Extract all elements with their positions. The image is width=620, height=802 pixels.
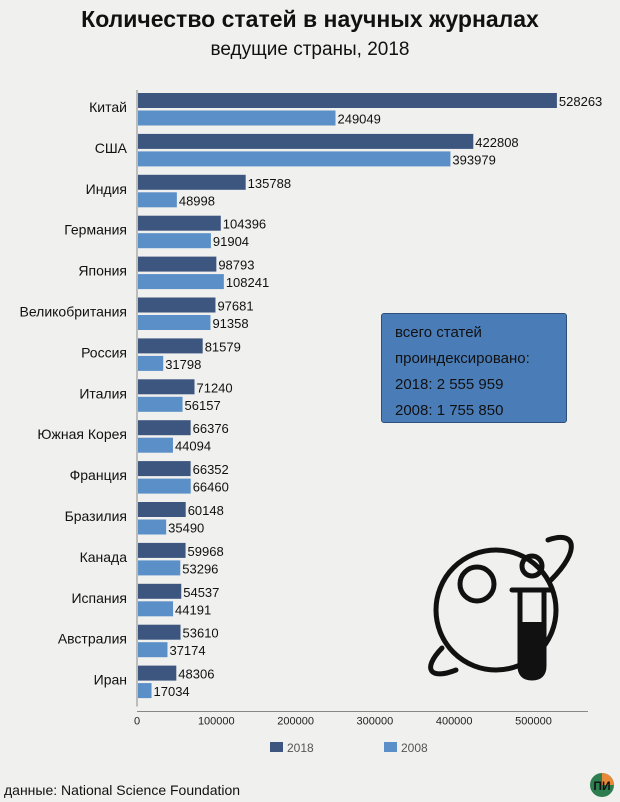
category-label: Великобритания (19, 304, 127, 320)
x-tick-label: 300000 (357, 716, 394, 728)
info-line-2: проиндексировано: (395, 350, 530, 367)
category-label: Германия (64, 222, 127, 238)
category-label: Франция (70, 467, 127, 483)
category-label: Италия (79, 385, 127, 401)
value-label: 48998 (179, 193, 215, 208)
bar-2008 (138, 233, 211, 249)
bar-2018 (138, 133, 474, 149)
bar-2018 (138, 583, 182, 599)
x-tick-label: 100000 (198, 716, 235, 728)
bar-2018 (138, 256, 217, 272)
bar-2008 (138, 355, 164, 371)
legend-swatch-2008 (384, 742, 397, 752)
category-label: Бразилия (65, 508, 127, 524)
value-label: 17034 (154, 684, 190, 699)
value-label: 135788 (248, 176, 291, 191)
bar-2008 (138, 151, 451, 167)
value-label: 108241 (226, 275, 269, 290)
svg-text:ПИ: ПИ (593, 779, 610, 793)
category-label: США (95, 140, 128, 156)
bar-2018 (138, 174, 246, 190)
value-label: 98793 (218, 258, 254, 273)
legend-label-2018: 2018 (287, 741, 314, 755)
bar-2008 (138, 110, 336, 126)
value-label: 60148 (188, 503, 224, 518)
bar-2018 (138, 93, 557, 108)
category-label: Австралия (58, 631, 127, 647)
value-label: 393979 (452, 152, 495, 167)
value-label: 44094 (175, 439, 211, 454)
data-source: данные: National Science Foundation (4, 782, 241, 798)
info-line-3: 2018: 2 555 959 (395, 376, 504, 393)
legend-swatch-2018 (270, 742, 283, 752)
category-label: Россия (81, 344, 127, 360)
bar-2008 (138, 437, 173, 453)
bar-2018 (138, 215, 221, 231)
value-label: 97681 (217, 299, 253, 314)
value-label: 53296 (182, 561, 218, 576)
category-label: Испания (71, 590, 127, 606)
value-label: 104396 (223, 217, 266, 232)
value-label: 37174 (169, 643, 205, 658)
value-label: 54537 (183, 585, 219, 600)
value-label: 31798 (165, 357, 201, 372)
category-label: Иран (94, 672, 127, 688)
bar-2008 (138, 560, 181, 576)
bar-2018 (138, 420, 191, 436)
category-label: Индия (86, 181, 127, 197)
category-label: Китай (89, 99, 127, 115)
logo-icon: ПИ (590, 773, 614, 797)
bar-2018 (138, 461, 191, 477)
value-label: 56157 (185, 398, 221, 413)
category-label: Южная Корея (37, 426, 127, 442)
bar-2018 (138, 665, 177, 681)
bar-2018 (138, 542, 186, 558)
x-tick-label: 200000 (277, 716, 314, 728)
value-label: 81579 (205, 339, 241, 354)
value-label: 35490 (168, 521, 204, 536)
value-label: 66376 (193, 421, 229, 436)
value-label: 48306 (178, 667, 214, 682)
legend-label-2008: 2008 (401, 741, 428, 755)
x-tick-label: 500000 (515, 716, 552, 728)
bar-2008 (138, 601, 174, 617)
chart-subtitle: ведущие страны, 2018 (210, 39, 410, 60)
bar-2018 (138, 338, 203, 354)
planet-test-tube-icon (428, 534, 574, 681)
bar-2008 (138, 478, 191, 494)
chart-title: Количество статей в научных журналах (81, 6, 539, 32)
x-tick-label: 0 (134, 716, 140, 728)
bar-2008 (138, 519, 167, 535)
info-line-4: 2008: 1 755 850 (395, 402, 504, 419)
bar-2008 (138, 642, 168, 658)
value-label: 528263 (559, 94, 602, 109)
bar-2008 (138, 315, 211, 330)
value-label: 71240 (196, 380, 232, 395)
value-label: 91904 (213, 234, 249, 249)
bar-2018 (138, 624, 181, 640)
info-line-1: всего статей (395, 324, 482, 341)
totals-info-box: всего статей проиндексировано: 2018: 2 5… (381, 313, 567, 423)
value-label: 66460 (193, 480, 229, 495)
value-label: 66352 (193, 462, 229, 477)
value-label: 249049 (337, 112, 380, 127)
value-label: 44191 (175, 602, 211, 617)
bar-2018 (138, 379, 195, 395)
bar-2008 (138, 396, 183, 412)
value-label: 422808 (475, 135, 518, 150)
category-label: Япония (78, 263, 127, 279)
x-tick-label: 400000 (436, 716, 473, 728)
value-label: 53610 (183, 626, 219, 641)
bar-2008 (138, 274, 224, 290)
bar-2008 (138, 683, 152, 699)
value-label: 59968 (188, 544, 224, 559)
category-label: Канада (80, 549, 128, 565)
value-label: 91358 (212, 316, 248, 331)
bar-2008 (138, 192, 177, 208)
bar-2018 (138, 502, 186, 517)
bar-2018 (138, 297, 216, 313)
